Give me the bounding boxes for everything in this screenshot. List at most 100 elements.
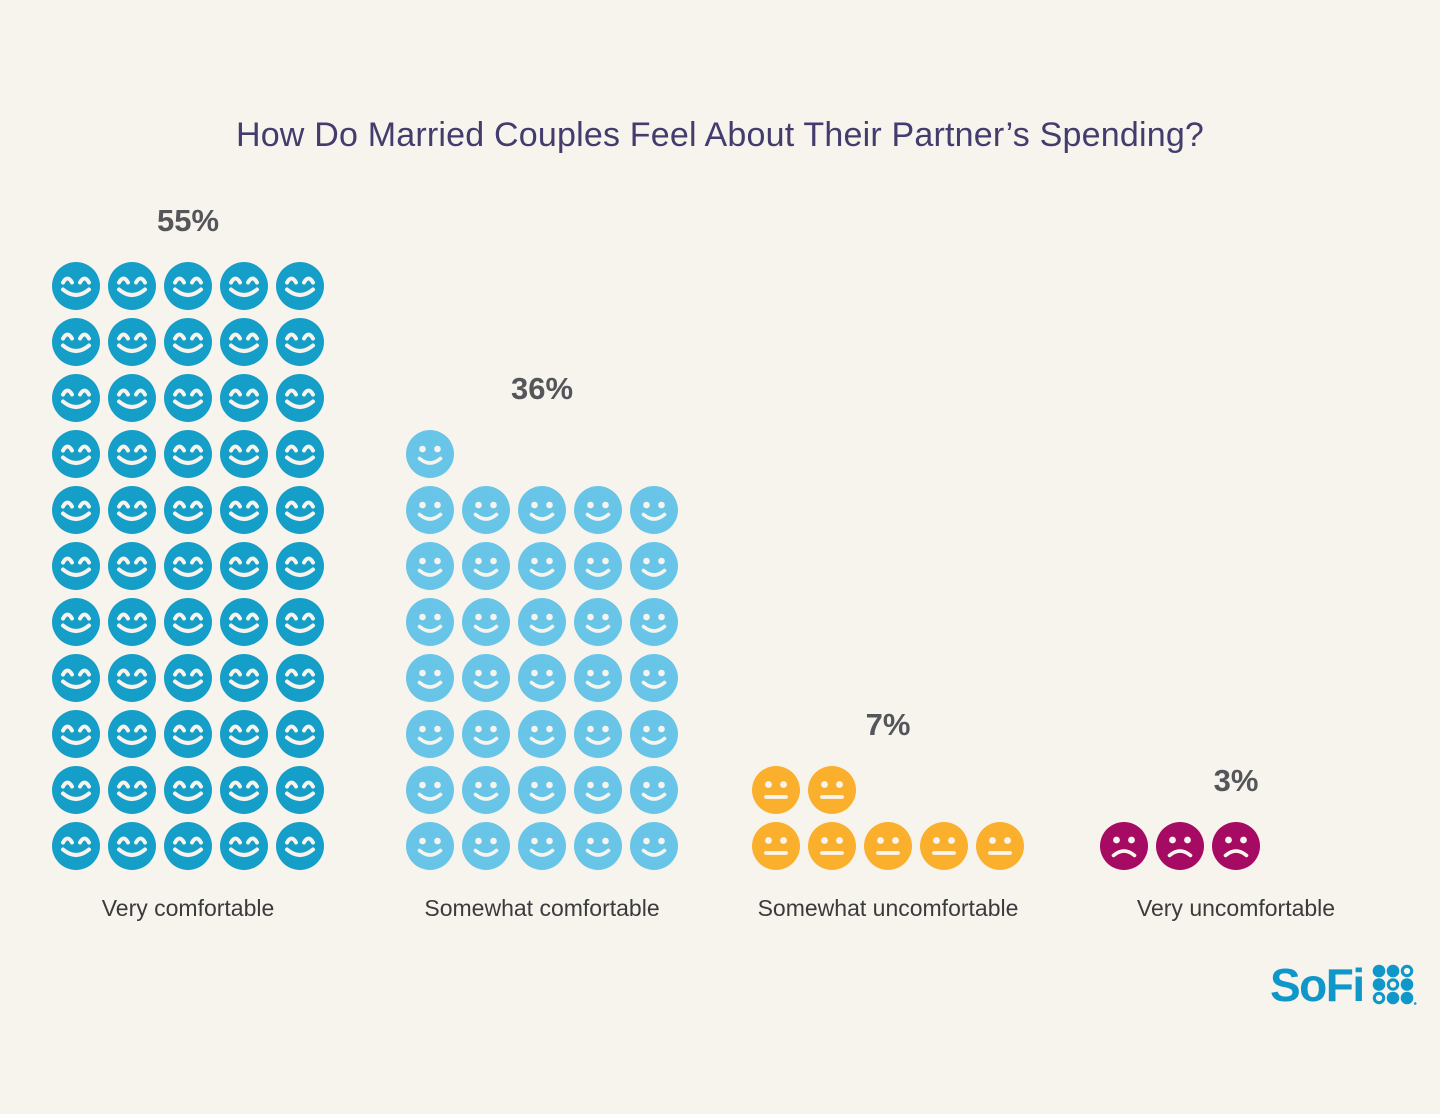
smile-open-eyes-face-icon xyxy=(574,542,622,590)
frown-face-icon xyxy=(1156,822,1204,870)
smile-closed-eyes-face-icon xyxy=(108,710,156,758)
smile-closed-eyes-face-icon xyxy=(108,598,156,646)
sofi-logo-text: SoFi xyxy=(1270,959,1365,1011)
category-label: Very comfortable xyxy=(101,895,275,921)
smile-closed-eyes-face-icon xyxy=(164,318,212,366)
smile-closed-eyes-face-icon xyxy=(164,486,212,534)
smile-closed-eyes-face-icon xyxy=(220,654,268,702)
smile-closed-eyes-face-icon xyxy=(220,430,268,478)
smile-closed-eyes-face-icon xyxy=(276,430,324,478)
smile-closed-eyes-face-icon xyxy=(164,710,212,758)
smile-closed-eyes-face-icon xyxy=(52,654,100,702)
smile-open-eyes-face-icon xyxy=(406,766,454,814)
smile-closed-eyes-face-icon xyxy=(164,262,212,310)
smile-closed-eyes-face-icon xyxy=(164,430,212,478)
smile-open-eyes-face-icon xyxy=(630,486,678,534)
smile-closed-eyes-face-icon xyxy=(108,766,156,814)
smile-closed-eyes-face-icon xyxy=(164,598,212,646)
smile-closed-eyes-face-icon xyxy=(108,542,156,590)
smile-closed-eyes-face-icon xyxy=(164,374,212,422)
category-label: Very uncomfortable xyxy=(1136,895,1336,921)
smile-open-eyes-face-icon xyxy=(518,486,566,534)
neutral-face-icon xyxy=(864,822,912,870)
smile-open-eyes-face-icon xyxy=(462,598,510,646)
smile-closed-eyes-face-icon xyxy=(276,542,324,590)
smile-closed-eyes-face-icon xyxy=(220,486,268,534)
smile-closed-eyes-face-icon xyxy=(164,822,212,870)
smile-open-eyes-face-icon xyxy=(630,654,678,702)
smile-open-eyes-face-icon xyxy=(574,486,622,534)
smile-closed-eyes-face-icon xyxy=(108,654,156,702)
sofi-logo-dots-icon xyxy=(1372,964,1417,1005)
smile-open-eyes-face-icon xyxy=(462,654,510,702)
smile-closed-eyes-face-icon xyxy=(220,710,268,758)
chart-title: How Do Married Couples Feel About Their … xyxy=(235,116,1205,154)
smile-open-eyes-face-icon xyxy=(406,542,454,590)
smile-closed-eyes-face-icon xyxy=(276,374,324,422)
smile-open-eyes-face-icon xyxy=(574,654,622,702)
smile-open-eyes-face-icon xyxy=(574,598,622,646)
frown-face-icon xyxy=(1212,822,1260,870)
smile-closed-eyes-face-icon xyxy=(52,262,100,310)
sofi-logo: SoFi xyxy=(1270,962,1417,1008)
smile-closed-eyes-face-icon xyxy=(220,262,268,310)
smile-open-eyes-face-icon xyxy=(518,542,566,590)
smile-closed-eyes-face-icon xyxy=(52,598,100,646)
frown-face-icon xyxy=(1100,822,1148,870)
neutral-face-icon xyxy=(808,822,856,870)
smile-open-eyes-face-icon xyxy=(406,710,454,758)
smile-open-eyes-face-icon xyxy=(406,598,454,646)
smile-closed-eyes-face-icon xyxy=(276,766,324,814)
percent-label: 36% xyxy=(510,371,574,406)
smile-closed-eyes-face-icon xyxy=(108,374,156,422)
smile-closed-eyes-face-icon xyxy=(276,598,324,646)
smile-closed-eyes-face-icon xyxy=(276,654,324,702)
smile-closed-eyes-face-icon xyxy=(52,710,100,758)
smile-open-eyes-face-icon xyxy=(462,486,510,534)
smile-closed-eyes-face-icon xyxy=(164,654,212,702)
smile-closed-eyes-face-icon xyxy=(108,262,156,310)
smile-closed-eyes-face-icon xyxy=(164,542,212,590)
smile-open-eyes-face-icon xyxy=(406,430,454,478)
smile-closed-eyes-face-icon xyxy=(52,766,100,814)
smile-closed-eyes-face-icon xyxy=(108,318,156,366)
percent-label: 55% xyxy=(156,203,220,238)
smile-closed-eyes-face-icon xyxy=(52,486,100,534)
smile-closed-eyes-face-icon xyxy=(52,430,100,478)
smile-closed-eyes-face-icon xyxy=(276,486,324,534)
percent-label: 3% xyxy=(1213,763,1259,798)
smile-closed-eyes-face-icon xyxy=(276,262,324,310)
neutral-face-icon xyxy=(752,822,800,870)
smile-open-eyes-face-icon xyxy=(406,654,454,702)
percent-label: 7% xyxy=(865,707,911,742)
smile-open-eyes-face-icon xyxy=(574,822,622,870)
category-label: Somewhat comfortable xyxy=(424,895,660,921)
neutral-face-icon xyxy=(976,822,1024,870)
smile-closed-eyes-face-icon xyxy=(52,822,100,870)
smile-open-eyes-face-icon xyxy=(462,822,510,870)
smile-open-eyes-face-icon xyxy=(630,822,678,870)
smile-open-eyes-face-icon xyxy=(630,710,678,758)
smile-closed-eyes-face-icon xyxy=(52,318,100,366)
smile-closed-eyes-face-icon xyxy=(220,598,268,646)
smile-open-eyes-face-icon xyxy=(462,542,510,590)
smile-open-eyes-face-icon xyxy=(574,766,622,814)
smile-open-eyes-face-icon xyxy=(630,598,678,646)
smile-open-eyes-face-icon xyxy=(462,766,510,814)
smile-closed-eyes-face-icon xyxy=(220,318,268,366)
neutral-face-icon xyxy=(808,766,856,814)
smile-open-eyes-face-icon xyxy=(574,710,622,758)
smile-open-eyes-face-icon xyxy=(406,822,454,870)
smile-closed-eyes-face-icon xyxy=(220,822,268,870)
smile-closed-eyes-face-icon xyxy=(164,766,212,814)
smile-closed-eyes-face-icon xyxy=(220,766,268,814)
smile-open-eyes-face-icon xyxy=(630,766,678,814)
smile-open-eyes-face-icon xyxy=(518,710,566,758)
smile-closed-eyes-face-icon xyxy=(276,822,324,870)
category-label: Somewhat uncomfortable xyxy=(757,895,1019,921)
smile-closed-eyes-face-icon xyxy=(220,374,268,422)
smile-closed-eyes-face-icon xyxy=(108,822,156,870)
neutral-face-icon xyxy=(920,822,968,870)
smile-open-eyes-face-icon xyxy=(406,486,454,534)
